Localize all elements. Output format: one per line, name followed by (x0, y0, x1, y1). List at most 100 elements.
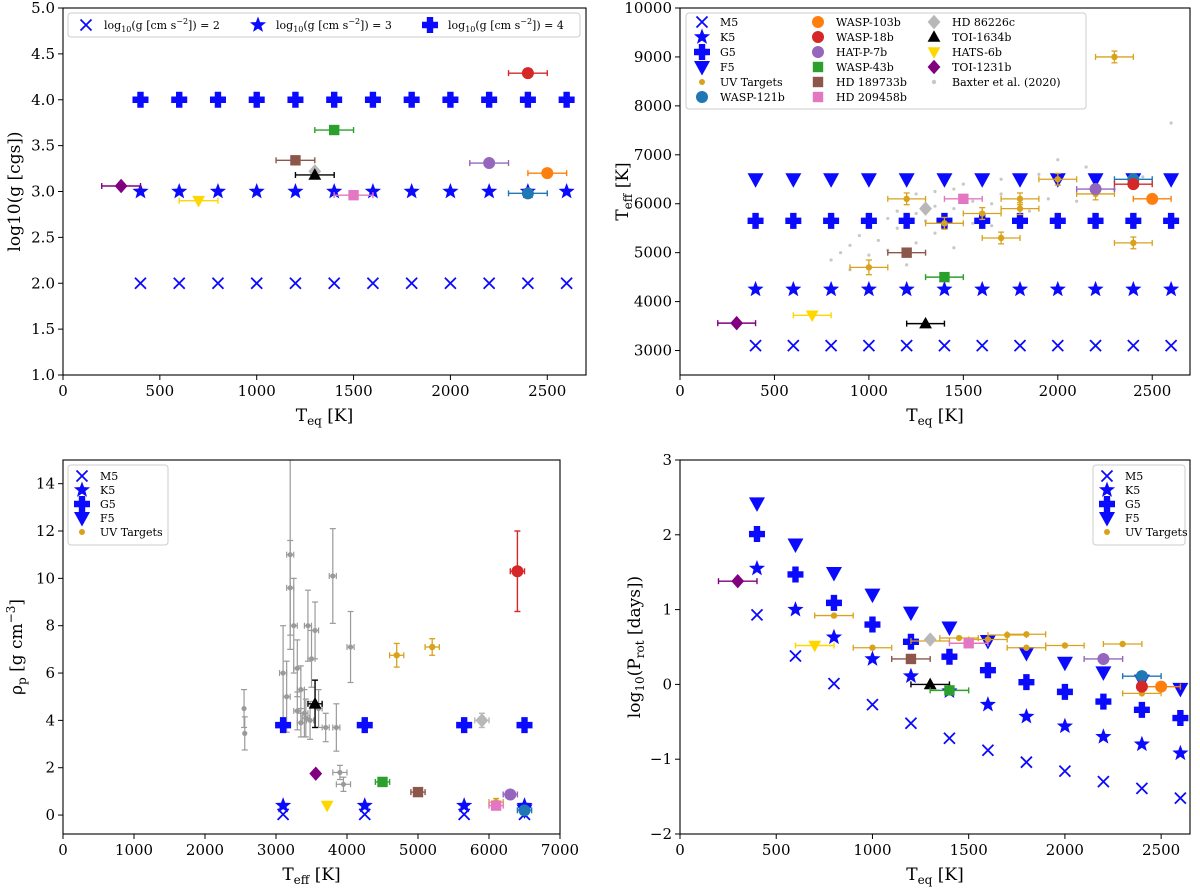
grid-point-g5 (941, 648, 958, 665)
y-tick-label: 3 (662, 451, 672, 469)
uv-target-point (1023, 644, 1030, 651)
legend-marker-wasp-43b (812, 61, 824, 73)
planet-wasp-103b (1146, 192, 1159, 205)
y-tick-label: 14 (36, 475, 55, 493)
grid-point-k5 (456, 797, 473, 813)
legend-marker-hd-86226c (927, 14, 941, 30)
grid-point-k5 (787, 601, 804, 617)
legend-marker-log10-g-cm-s-2-4 (422, 17, 438, 33)
grid-point-k5 (747, 280, 764, 297)
baxter-point (1027, 209, 1032, 213)
grid-point-m5 (787, 339, 800, 352)
planet-hd-86226c (475, 713, 489, 728)
grid-point-g5 (747, 212, 764, 229)
legend-label: M5 (1125, 470, 1143, 483)
x-tick-label: 2500 (528, 382, 566, 400)
planet-wasp-18b (511, 565, 524, 578)
grid-point-g5 (1172, 710, 1189, 727)
grid-point-k5 (1018, 708, 1035, 724)
x-tick-label: 1500 (950, 841, 988, 859)
grid-point-g5 (864, 616, 881, 633)
plot-area (101, 67, 575, 290)
grid-point-log10-g-cm-s-2-4 (326, 91, 343, 108)
grid-point-f5 (825, 566, 842, 582)
grid-point-log10-g-cm-s-2-2 (211, 277, 225, 290)
baxter-point (895, 209, 899, 213)
legend-marker-log10-g-cm-s-2-3 (249, 16, 267, 32)
baxter-point (990, 202, 994, 206)
planet-hd-86226c (923, 632, 937, 647)
grid-point-g5 (1049, 212, 1066, 229)
legend-label: K5 (100, 484, 115, 497)
legend-label: G5 (100, 498, 116, 511)
y-tick-label: −1 (650, 750, 672, 768)
x-axis-label: Teq [K] (906, 865, 964, 887)
x-tick-label: 1500 (944, 382, 982, 400)
planet-wasp-18b (1127, 178, 1140, 191)
legend-label: F5 (720, 61, 735, 74)
legend-label: TOI-1634b (952, 31, 1011, 44)
legend-marker-hats-6b (927, 47, 941, 59)
planet-hat-p-7b (504, 788, 517, 801)
grid-point-k5 (823, 280, 840, 297)
baxter-point (914, 241, 918, 245)
planet-wasp-103b (1155, 680, 1168, 693)
grid-point-log10-g-cm-s-2-4 (519, 91, 536, 108)
y-tick-label: 1 (662, 601, 672, 619)
grid-point-log10-g-cm-s-2-3 (364, 183, 382, 199)
legend-marker-wasp-18b (812, 31, 824, 43)
legend-label: F5 (100, 512, 115, 525)
baxter-point (1046, 197, 1050, 201)
y-tick-label: 9000 (634, 48, 672, 66)
legend-marker-hat-p-7b (812, 46, 824, 58)
grid-point-k5 (979, 696, 997, 712)
grid-point-m5 (976, 339, 989, 352)
baxter-point (1056, 158, 1060, 162)
y-tick-label: 6000 (634, 195, 672, 213)
grid-point-g5 (787, 566, 804, 583)
grid-point-k5 (275, 797, 292, 813)
grid-point-g5 (748, 526, 765, 543)
literature-point (308, 656, 315, 662)
planet-hd-209458b (963, 638, 974, 649)
legend-box (685, 12, 1087, 110)
grid-point-k5 (1056, 717, 1073, 734)
legend-marker-g5 (74, 496, 90, 512)
grid-point-m5 (981, 744, 995, 757)
baxter-point (886, 216, 890, 221)
grid-point-m5 (789, 649, 802, 663)
grid-point-k5 (1095, 728, 1112, 744)
grid-point-m5 (943, 732, 956, 745)
baxter-point (999, 177, 1003, 181)
legend-marker-uv-targets (1104, 529, 1110, 535)
uv-target-point (1119, 640, 1126, 648)
planet-toi-1231b (731, 573, 745, 589)
planet-hd-189733b (901, 247, 912, 258)
planet-wasp-121b (518, 804, 531, 817)
planet-toi-1231b (114, 178, 128, 194)
literature-point (284, 694, 290, 700)
planet-wasp-43b (377, 776, 388, 788)
grid-point-m5 (824, 339, 838, 352)
grid-point-f5 (1095, 666, 1112, 681)
legend-label: M5 (100, 470, 118, 483)
baxter-point (990, 224, 994, 228)
grid-point-log10-g-cm-s-2-2 (134, 277, 147, 290)
uv-target-point (984, 636, 992, 643)
grid-point-m5 (904, 717, 918, 730)
grid-point-m5 (750, 608, 764, 621)
uv-target-point (393, 652, 400, 659)
grid-point-g5 (1133, 701, 1150, 718)
x-tick-label: 6000 (470, 841, 508, 859)
baxter-point (971, 199, 975, 203)
planet-hd-189733b (412, 786, 424, 798)
grid-point-log10-g-cm-s-2-2 (328, 277, 341, 290)
panel-density-vs-teff: 0 1000 2000 3000 4000 5000 6000 7000 0 2 4 6 8 10 12 14… (4, 459, 579, 887)
legend-box (67, 464, 169, 546)
x-tick-label: 4000 (328, 841, 366, 859)
baxter-point (1037, 172, 1041, 176)
legend-label: G5 (720, 46, 736, 59)
legend-label: UV Targets (1125, 526, 1188, 539)
grid-point-log10-g-cm-s-2-3 (403, 183, 420, 199)
legend-label: F5 (1125, 512, 1140, 525)
